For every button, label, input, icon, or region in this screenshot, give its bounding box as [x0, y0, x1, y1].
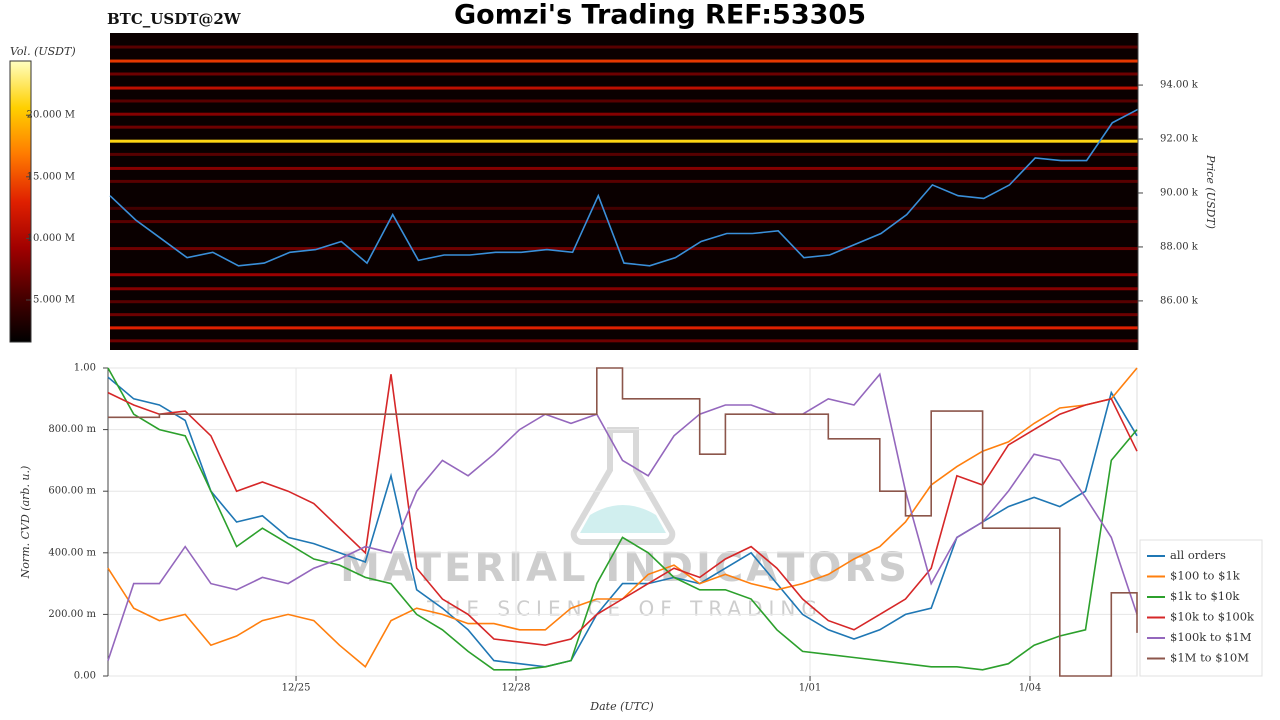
page-title: Gomzi's Trading REF:53305: [454, 0, 866, 31]
liquidity-level: [110, 273, 1138, 277]
liquidity-level: [110, 125, 1138, 129]
price-tick-label: 88.00 k: [1160, 241, 1199, 252]
colorbar-tick-label: 10.000 M: [27, 233, 75, 244]
liquidity-level: [110, 339, 1138, 343]
liquidity-level: [110, 220, 1138, 224]
liquidity-level: [110, 313, 1138, 317]
cvd-line: [107, 372, 1138, 661]
price-tick-label: 94.00 k: [1160, 80, 1199, 91]
price-tick-label: 92.00 k: [1160, 134, 1199, 145]
liquidity-level: [110, 86, 1138, 90]
liquidity-level: [110, 99, 1138, 103]
liquidity-level: [110, 45, 1138, 49]
liquidity-level: [110, 112, 1138, 116]
legend-label: all orders: [1170, 548, 1226, 562]
liquidity-level: [110, 287, 1138, 291]
price-line: [109, 108, 1139, 267]
legend-label: $1M to $10M: [1170, 651, 1249, 665]
cvd-line: [107, 374, 1138, 647]
x-tick-label: 12/28: [502, 683, 531, 694]
x-tick-label: 12/25: [282, 683, 311, 694]
legend-label: $100 to $1k: [1170, 569, 1241, 583]
legend-label: $10k to $100k: [1170, 610, 1255, 624]
legend-box: [1139, 539, 1263, 677]
liquidity-level: [110, 326, 1138, 330]
liquidity-level: [110, 206, 1138, 210]
liquidity-level: [110, 300, 1138, 304]
cvd-line: [108, 367, 1138, 677]
y-tick-label: 200.00 m: [48, 609, 96, 620]
y-tick-label: 400.00 m: [48, 547, 96, 558]
liquidity-level: [110, 72, 1138, 76]
liquidity-level: [110, 179, 1138, 183]
liquidity-level: [110, 247, 1138, 251]
x-tick-label: 1/04: [1019, 683, 1041, 694]
colorbar-tick-label: 15.000 M: [27, 171, 75, 182]
liquidity-level: [110, 139, 1138, 143]
cvd-plot-area: [107, 367, 1138, 677]
y-tick-label: 800.00 m: [48, 424, 96, 435]
liquidity-level: [110, 152, 1138, 156]
x-axis-label: Date (UTC): [589, 700, 653, 713]
y-tick-label: 0.00: [74, 671, 96, 682]
price-tick-label: 86.00 k: [1160, 295, 1199, 306]
cvd-axis-label: Norm. CVD (arb. u.): [19, 466, 32, 580]
colorbar-label: Vol. (USDT): [10, 45, 76, 58]
symbol: BTC_USDT@2W: [107, 10, 242, 28]
cvd-line: [107, 367, 1138, 671]
legend-label: $1k to $10k: [1170, 589, 1240, 603]
colorbar-tick-label: 5.000 M: [33, 294, 75, 305]
heatmap-background: [110, 33, 1138, 350]
price-tick-label: 90.00 k: [1160, 187, 1199, 198]
y-tick-label: 600.00 m: [48, 486, 96, 497]
legend-label: $100k to $1M: [1170, 630, 1252, 644]
price-axis-label: Price (USDT): [1204, 154, 1217, 229]
y-tick-label: 1.00: [74, 363, 96, 374]
liquidity-level: [110, 166, 1138, 170]
colorbar-tick-label: 20.000 M: [27, 110, 75, 121]
watermark-flask: [570, 427, 676, 545]
watermark-liquid: [580, 505, 666, 533]
liquidity-level: [110, 59, 1138, 63]
watermark-subtitle: THE SCIENCE OF TRADING: [426, 597, 823, 621]
colorbar: [9, 60, 32, 343]
x-tick-label: 1/01: [799, 683, 821, 694]
